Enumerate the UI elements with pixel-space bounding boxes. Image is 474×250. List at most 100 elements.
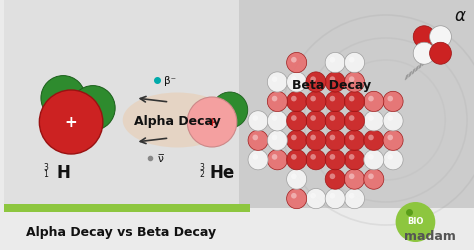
Circle shape (349, 96, 355, 102)
Circle shape (368, 174, 374, 180)
Text: He: He (210, 163, 235, 181)
Circle shape (287, 111, 307, 132)
Bar (239, 0, 474, 208)
Circle shape (349, 116, 355, 121)
Circle shape (383, 131, 403, 151)
Circle shape (310, 77, 316, 83)
Circle shape (267, 131, 287, 151)
Circle shape (329, 193, 335, 199)
Circle shape (325, 111, 345, 132)
Circle shape (368, 154, 374, 160)
Circle shape (364, 150, 384, 170)
Circle shape (287, 53, 307, 74)
Text: madam: madam (404, 230, 456, 242)
Circle shape (272, 77, 277, 83)
Circle shape (345, 53, 365, 74)
Ellipse shape (123, 93, 232, 148)
Circle shape (291, 77, 297, 83)
Text: BIO: BIO (407, 217, 424, 226)
Circle shape (306, 111, 326, 132)
Circle shape (383, 92, 403, 112)
Circle shape (306, 131, 326, 151)
Circle shape (345, 72, 365, 93)
Circle shape (291, 193, 297, 199)
Circle shape (345, 92, 365, 112)
Circle shape (287, 131, 307, 151)
Text: H: H (56, 163, 70, 181)
Circle shape (345, 111, 365, 132)
Circle shape (267, 72, 287, 93)
Circle shape (306, 72, 326, 93)
Circle shape (291, 174, 297, 180)
Circle shape (329, 96, 335, 102)
Circle shape (41, 76, 85, 121)
Text: Alpha Decay vs Beta Decay: Alpha Decay vs Beta Decay (26, 226, 216, 238)
Circle shape (267, 111, 287, 132)
Circle shape (364, 131, 384, 151)
Circle shape (187, 98, 237, 148)
Circle shape (310, 135, 316, 141)
Circle shape (306, 150, 326, 170)
Circle shape (325, 150, 345, 170)
Circle shape (272, 135, 277, 141)
Circle shape (248, 111, 268, 132)
Circle shape (349, 58, 355, 63)
Circle shape (383, 111, 403, 132)
Circle shape (287, 189, 307, 209)
Circle shape (306, 92, 326, 112)
Text: β⁻: β⁻ (164, 76, 176, 86)
Circle shape (368, 116, 374, 121)
Circle shape (387, 116, 393, 121)
Circle shape (329, 135, 335, 141)
Circle shape (329, 58, 335, 63)
Circle shape (291, 96, 297, 102)
Circle shape (413, 27, 435, 48)
Circle shape (253, 154, 258, 160)
Circle shape (329, 77, 335, 83)
Circle shape (364, 111, 384, 132)
Circle shape (325, 72, 345, 93)
Circle shape (368, 96, 374, 102)
Text: +: + (65, 115, 77, 130)
Text: ν̅: ν̅ (157, 154, 164, 163)
Text: $^3_2$: $^3_2$ (199, 160, 205, 180)
Circle shape (310, 116, 316, 121)
Circle shape (329, 154, 335, 160)
Circle shape (387, 135, 393, 141)
Circle shape (325, 189, 345, 209)
Circle shape (387, 154, 393, 160)
Circle shape (364, 169, 384, 190)
Circle shape (291, 154, 297, 160)
Circle shape (248, 131, 268, 151)
Circle shape (287, 72, 307, 93)
Bar (4, 208, 474, 250)
Circle shape (287, 169, 307, 190)
Text: α: α (455, 7, 465, 25)
Circle shape (349, 193, 355, 199)
Circle shape (429, 43, 451, 65)
Circle shape (310, 193, 316, 199)
Circle shape (253, 135, 258, 141)
Circle shape (291, 58, 297, 63)
Circle shape (325, 131, 345, 151)
Circle shape (345, 189, 365, 209)
Circle shape (272, 154, 277, 160)
Circle shape (291, 116, 297, 121)
Circle shape (387, 96, 393, 102)
Circle shape (329, 174, 335, 180)
Circle shape (349, 135, 355, 141)
Circle shape (39, 91, 103, 154)
Circle shape (349, 154, 355, 160)
Circle shape (383, 150, 403, 170)
Circle shape (253, 116, 258, 121)
Circle shape (329, 116, 335, 121)
Bar (4, 0, 239, 208)
Text: $^3_1$: $^3_1$ (43, 160, 49, 180)
Text: Beta Decay: Beta Decay (292, 79, 371, 92)
Circle shape (368, 135, 374, 141)
Circle shape (325, 169, 345, 190)
Circle shape (413, 43, 435, 65)
Circle shape (306, 189, 326, 209)
Circle shape (267, 92, 287, 112)
Circle shape (287, 92, 307, 112)
